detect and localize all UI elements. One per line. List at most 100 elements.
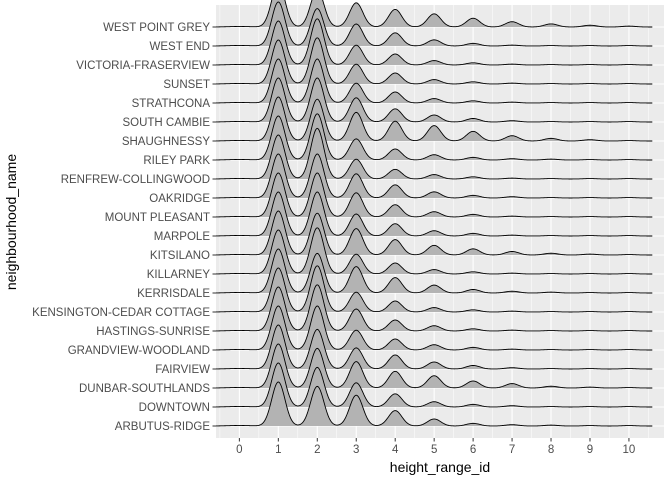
ridge-grandview-woodland: [215, 305, 653, 351]
ridge-outline: [215, 210, 653, 256]
y-tick-label: DOWNTOWN: [139, 402, 210, 414]
ridge-dunbar-southlands: [215, 343, 653, 389]
y-tick-label: WEST POINT GREY: [103, 22, 210, 34]
ridge-victoria-fraserview: [215, 18, 653, 66]
x-tick-label: 9: [587, 444, 593, 456]
x-axis-title: height_range_id: [390, 459, 490, 475]
ridge-area: [216, 78, 653, 122]
ridge-area: [216, 154, 653, 198]
y-tick-label: DUNBAR-SOUTHLANDS: [79, 383, 210, 395]
ridge-area: [216, 211, 653, 255]
x-tick-label: 0: [236, 444, 242, 456]
ridge-outline: [215, 284, 653, 332]
ridge-outline: [215, 227, 653, 275]
y-tick-label: KITSILANO: [150, 250, 210, 262]
ridge-area: [216, 2, 653, 46]
density-ridges: [215, 0, 653, 427]
ridge-area: [216, 113, 653, 160]
y-tick-label: MOUNT PLEASANT: [105, 212, 210, 224]
ridge-mount-pleasant: [215, 172, 653, 218]
x-tick-label: 5: [431, 444, 437, 456]
ridge-area: [216, 227, 653, 274]
ridge-area: [216, 59, 653, 103]
ridge-fairview: [215, 324, 653, 370]
ridge-area: [216, 265, 653, 312]
y-tick-label: OAKRIDGE: [149, 193, 210, 205]
ridge-sunset: [215, 37, 653, 85]
ridge-area: [216, 344, 653, 388]
ridge-outline: [215, 127, 653, 180]
ridge-outline: [215, 37, 653, 85]
x-tick-label: 8: [548, 444, 554, 456]
y-tick-label: ARBUTUS-RIDGE: [115, 421, 211, 433]
ridge-arbutus-ridge: [215, 381, 653, 427]
ridge-area: [216, 306, 653, 350]
ridge-south-cambie: [215, 77, 653, 123]
ridge-killarney: [215, 227, 653, 275]
y-tick-label: MARPOLE: [154, 231, 211, 243]
y-tick-label: SOUTH CAMBIE: [122, 117, 210, 129]
ridge-area: [216, 363, 653, 407]
ridge-outline: [215, 324, 653, 370]
ridge-kerrisdale: [215, 248, 653, 294]
ridge-outline: [215, 58, 653, 104]
ridge-outline: [215, 191, 653, 237]
ridge-kitsilano: [215, 210, 653, 256]
y-tick-label: KERRISDALE: [137, 288, 210, 300]
x-tick-label: 10: [623, 444, 636, 456]
ridge-outline: [215, 0, 653, 28]
y-tick-label: SUNSET: [163, 79, 210, 91]
ridge-outline: [215, 1, 653, 47]
y-tick-label: VICTORIA-FRASERVIEW: [76, 60, 210, 72]
ridge-strathcona: [215, 58, 653, 104]
ridge-oakridge: [215, 153, 653, 199]
ridge-outline: [215, 113, 653, 161]
y-tick-label: WEST END: [150, 41, 211, 53]
x-axis-ticks: 0 1 2 3 4 5 6 7 8 9 10: [236, 438, 635, 456]
ridge-shaughnessy: [215, 96, 653, 142]
y-axis-title: neighbourhood_name: [3, 154, 19, 290]
y-tick-label: STRATHCONA: [132, 98, 211, 110]
y-tick-label: RENFREW-COLLINGWOOD: [61, 174, 210, 186]
x-tick-label: 1: [275, 444, 281, 456]
ridge-renfrew-collingwood: [215, 127, 653, 180]
ridge-area: [216, 37, 653, 84]
ridge-outline: [215, 153, 653, 199]
ridge-outline: [215, 265, 653, 313]
x-tick-label: 6: [470, 444, 476, 456]
ridge-area: [216, 97, 653, 141]
ridge-area: [216, 128, 653, 179]
ridge-area: [216, 382, 653, 426]
y-tick-label: SHAUGHNESSY: [122, 136, 211, 148]
ridge-west-point-grey: [215, 0, 653, 28]
y-tick-label: KILLARNEY: [147, 269, 211, 281]
y-axis-ticks: ARBUTUS-RIDGE DOWNTOWN DUNBAR-SOUTHLANDS FA…: [32, 22, 216, 433]
ridge-downtown: [215, 362, 653, 408]
ridge-outline: [215, 18, 653, 66]
ridge-area: [216, 284, 653, 331]
ridge-kensington-cedar-cottage: [215, 265, 653, 313]
y-tick-label: RILEY PARK: [143, 155, 210, 167]
ridge-area: [216, 18, 653, 65]
y-tick-label: GRANDVIEW-WOODLAND: [68, 345, 210, 357]
ridge-outline: [215, 305, 653, 351]
ridge-outline: [215, 381, 653, 427]
ridge-outline: [215, 343, 653, 389]
ridge-area: [216, 249, 653, 293]
ridge-outline: [215, 248, 653, 294]
y-tick-label: FAIRVIEW: [155, 364, 210, 376]
ridge-area: [216, 173, 653, 217]
ridge-outline: [215, 96, 653, 142]
ridge-area: [216, 325, 653, 369]
ridge-outline: [215, 77, 653, 123]
ridge-hastings-sunrise: [215, 284, 653, 332]
ridge-west-end: [215, 1, 653, 47]
x-tick-label: 4: [392, 444, 399, 456]
ridge-outline: [215, 172, 653, 218]
x-tick-label: 2: [314, 444, 320, 456]
x-tick-label: 7: [509, 444, 515, 456]
ridge-outline: [215, 362, 653, 408]
x-tick-label: 3: [353, 444, 359, 456]
ridge-riley-park: [215, 113, 653, 161]
